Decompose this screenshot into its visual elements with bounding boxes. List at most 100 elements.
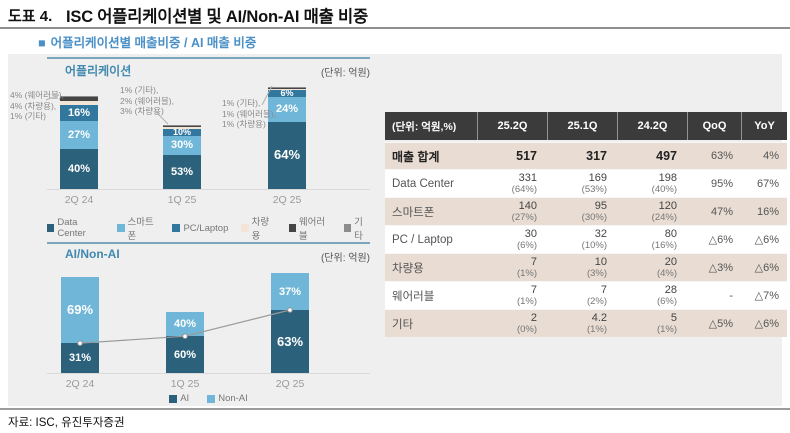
value-amount: 10 bbox=[594, 256, 607, 268]
table-header-row: (단위: 억원,%) 25.2Q 25.1Q 24.2Q QoQ YoY bbox=[385, 112, 787, 140]
annotation-line: 1% (차량용) bbox=[222, 119, 266, 129]
value-amount: 331 bbox=[518, 172, 537, 184]
value-amount: 198 bbox=[658, 172, 677, 184]
value-share: (1%) bbox=[586, 324, 607, 335]
table-body: 매출 합계 517 317 497 63% 4% Data Center 331 (64%) 16… bbox=[385, 142, 787, 337]
value-amount: 140 bbox=[518, 200, 537, 212]
x-axis-category-label: 1Q 25 bbox=[170, 378, 200, 390]
value-share: (0%) bbox=[516, 324, 537, 335]
value-amount: 20 bbox=[664, 256, 677, 268]
value-cell: 20 (4%) bbox=[617, 256, 687, 279]
legend-swatch-icon bbox=[288, 224, 296, 232]
value-share: (3%) bbox=[586, 268, 607, 279]
table-header-cell: YoY bbox=[741, 112, 787, 140]
legend-swatch-icon bbox=[172, 224, 181, 232]
value-cell: 7 (1%) bbox=[477, 284, 547, 307]
change-cell: △7% bbox=[754, 290, 779, 302]
bar-segment: 40% bbox=[166, 311, 204, 337]
annotation-line: 3% (차량용) bbox=[120, 106, 164, 116]
legend-label: 기타 bbox=[354, 217, 363, 242]
table-row: 매출 합계 517 317 497 63% 4% bbox=[385, 142, 787, 169]
value-cell: 2 (0%) bbox=[477, 312, 547, 335]
legend-label: Non-AI bbox=[218, 393, 248, 404]
bar-segment bbox=[163, 125, 201, 126]
row-label-cell: 기타 bbox=[392, 318, 414, 331]
segment-value-label: 69% bbox=[66, 302, 94, 318]
legend-swatch-icon bbox=[241, 224, 249, 232]
legend-item: PC/Laptop bbox=[172, 214, 228, 242]
legend-swatch-icon bbox=[343, 224, 352, 232]
legend-swatch-icon bbox=[47, 224, 55, 232]
bar-segment: 24% bbox=[268, 96, 306, 122]
legend-swatch-icon bbox=[169, 394, 178, 403]
annotation-line: 4% (차량용), bbox=[10, 100, 57, 111]
change-cell: △6% bbox=[708, 234, 733, 246]
value-share: (24%) bbox=[651, 212, 677, 223]
value-share: (1%) bbox=[516, 268, 537, 279]
chart-unit-label: (단위: 억원) bbox=[320, 253, 370, 264]
segment-value-label: 37% bbox=[278, 285, 302, 298]
segment-value-label: 63% bbox=[276, 333, 304, 349]
change-cell: 16% bbox=[756, 205, 779, 218]
chart-legend: AI Non-AI bbox=[47, 393, 370, 404]
segment-value-label: 31% bbox=[68, 352, 92, 365]
bar-segment bbox=[268, 89, 306, 91]
value-cell: 140 (27%) bbox=[477, 200, 547, 223]
stacked-bar-1Q-25: 60% 40% bbox=[166, 311, 204, 373]
figure-titlebar: 도표 4. ISC 어플리케이션별 및 AI/Non-AI 매출 비중 bbox=[0, 0, 790, 29]
stacked-bar-2Q-24: 40% 27% 16% bbox=[60, 88, 98, 189]
panel-top-border bbox=[47, 57, 370, 59]
change-cell: △6% bbox=[754, 234, 779, 246]
value-cell: 169 (53%) bbox=[547, 172, 617, 195]
bar-segment: 40% bbox=[60, 148, 98, 189]
stacked-bar-2Q-24: 31% 69% bbox=[61, 276, 99, 373]
total-value-cell: 317 bbox=[586, 149, 607, 163]
table-row: 기타 2 (0%) 4.2 (1%) 5 (1%) △5% △6% bbox=[385, 309, 787, 337]
value-amount: 120 bbox=[658, 200, 677, 212]
value-share: (53%) bbox=[581, 184, 607, 195]
value-amount: 2 bbox=[530, 312, 537, 324]
legend-item: 웨어러블 bbox=[288, 214, 331, 242]
segment-value-label: 24% bbox=[275, 103, 299, 116]
value-share: (16%) bbox=[651, 240, 677, 251]
value-cell: 5 (1%) bbox=[617, 312, 687, 335]
value-cell: 95 (30%) bbox=[547, 200, 617, 223]
legend-label: PC/Laptop bbox=[183, 222, 229, 234]
bar-segment: 37% bbox=[271, 273, 309, 310]
bar-segment: 64% bbox=[268, 121, 306, 189]
bar-segment bbox=[60, 101, 98, 106]
legend-item: 스마트폰 bbox=[117, 214, 159, 242]
segment-value-label: 60% bbox=[173, 348, 197, 361]
segment-value-label: 6% bbox=[280, 88, 294, 99]
legend-label: Data Center bbox=[57, 217, 86, 239]
segment-value-label: 30% bbox=[170, 139, 194, 152]
bar-segment bbox=[268, 88, 306, 90]
change-cell: 67% bbox=[756, 177, 779, 190]
x-axis-category-label: 2Q 25 bbox=[272, 194, 302, 206]
bar-segment: 10% bbox=[163, 127, 201, 137]
figure-footer: 자료: ISC, 유진투자증권 bbox=[0, 408, 790, 433]
value-amount: 30 bbox=[524, 228, 537, 240]
table-header-cell: (단위: 억원,%) bbox=[392, 120, 457, 133]
bar-segment bbox=[163, 127, 201, 130]
value-share: (40%) bbox=[651, 184, 677, 195]
panel-top-border bbox=[47, 242, 370, 244]
segment-value-label: 64% bbox=[273, 147, 301, 163]
chart-unit-label: (단위: 억원) bbox=[320, 68, 370, 79]
value-amount: 95 bbox=[594, 200, 607, 212]
total-value-cell: 517 bbox=[516, 149, 537, 163]
value-share: (1%) bbox=[656, 324, 677, 335]
bar-annotation: 4% (웨어러블), 4% (차량용), 1% (기타) bbox=[10, 90, 64, 122]
table-row: Data Center 331 (64%) 169 (53%) 198 (40%) 95% 67… bbox=[385, 169, 787, 197]
bar-segment: 63% bbox=[271, 310, 309, 373]
legend-label: 웨어러블 bbox=[298, 217, 326, 242]
legend-swatch-icon bbox=[207, 394, 216, 403]
x-axis-line bbox=[47, 189, 370, 190]
x-axis-category-label: 1Q 25 bbox=[167, 194, 197, 206]
change-cell: 47% bbox=[710, 205, 733, 218]
annotation-line: 1% (기타), bbox=[120, 85, 159, 95]
value-cell: 80 (16%) bbox=[617, 228, 687, 251]
change-cell: △3% bbox=[708, 262, 733, 274]
stacked-bar-1Q-25: 53% 30% 10% bbox=[163, 125, 201, 189]
